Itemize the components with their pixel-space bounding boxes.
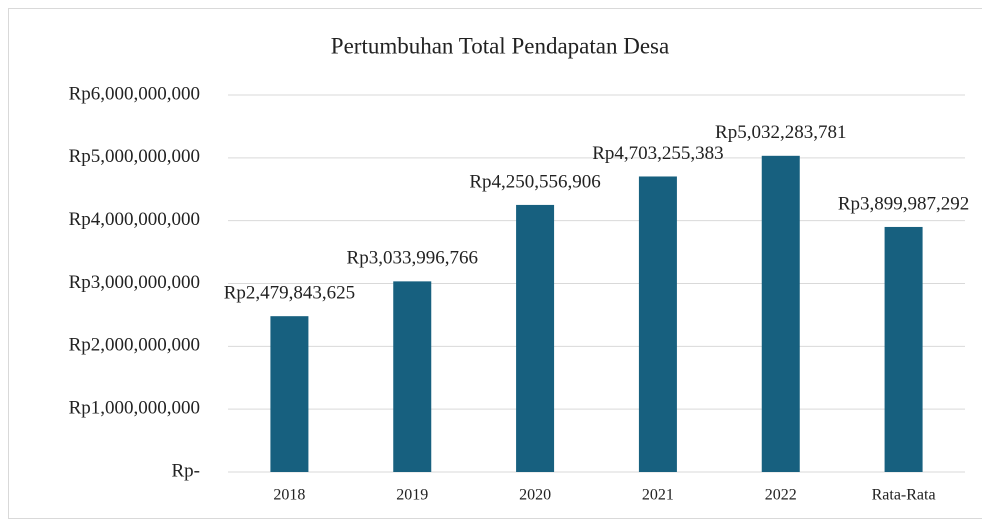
value-label: Rp4,703,255,383 (592, 143, 723, 164)
y-tick-label: Rp5,000,000,000 (69, 146, 200, 167)
y-tick-label: Rp3,000,000,000 (69, 272, 200, 293)
bar (761, 155, 800, 472)
value-label: Rp4,250,556,906 (469, 171, 600, 192)
y-tick-label: Rp2,000,000,000 (69, 335, 200, 356)
x-tick-label: 2022 (765, 487, 797, 504)
y-tick-label: Rp6,000,000,000 (69, 83, 200, 104)
chart-border (8, 8, 982, 519)
bar (393, 281, 432, 472)
bar (884, 226, 923, 472)
value-label: Rp3,899,987,292 (838, 193, 969, 214)
x-tick-label: Rata-Rata (872, 487, 936, 504)
y-tick-label: Rp1,000,000,000 (69, 398, 200, 419)
y-tick-label: Rp- (172, 460, 201, 481)
value-label: Rp3,033,996,766 (347, 248, 478, 269)
x-tick-label: 2020 (519, 487, 551, 504)
bar (270, 316, 309, 472)
bar (516, 204, 555, 472)
x-tick-label: 2018 (273, 487, 305, 504)
value-label: Rp5,032,283,781 (715, 122, 846, 143)
x-tick-label: 2019 (396, 487, 428, 504)
y-tick-label: Rp4,000,000,000 (69, 209, 200, 230)
bar (638, 176, 677, 472)
x-tick-label: 2021 (642, 487, 674, 504)
value-label: Rp2,479,843,625 (224, 283, 355, 304)
chart-title: Pertumbuhan Total Pendapatan Desa (331, 33, 669, 58)
